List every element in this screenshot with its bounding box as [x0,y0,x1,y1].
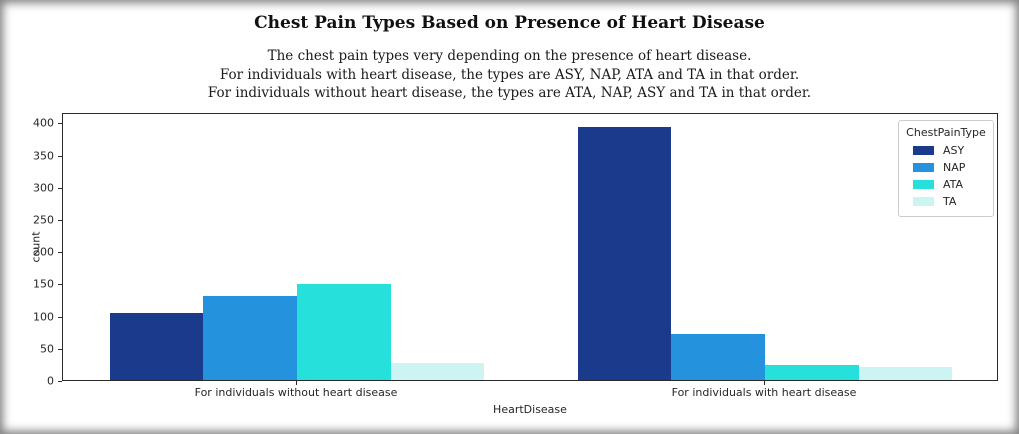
y-tick-label: 150 [33,277,54,291]
plot-area [62,113,998,381]
legend-item-ata: ATA [906,176,986,193]
bar-ta-group1 [858,367,953,380]
legend-title: ChestPainType [906,126,986,139]
y-tick-label: 100 [33,310,54,324]
x-tick-label: For individuals with heart disease [671,386,857,399]
x-tick-label: For individuals without heart disease [194,386,398,399]
y-tick-label: 50 [40,342,54,356]
y-tick-mark [58,155,62,157]
x-tick-mark [764,381,765,385]
y-tick-mark [58,316,62,318]
y-tick-label: 350 [33,149,54,163]
legend-label: ATA [943,178,964,191]
subtitle-line: For individuals without heart disease, t… [207,85,812,101]
bar-ta-group0 [390,363,485,380]
legend-item-ta: TA [906,193,986,210]
legend-swatch-icon [913,146,934,155]
subtitle-line: The chest pain types very depending on t… [267,48,752,64]
y-tick-label: 300 [33,181,54,195]
bar-nap-group0 [203,295,297,380]
legend-item-nap: NAP [906,159,986,176]
bar-asy-group1 [577,127,672,380]
y-tick-label: 0 [47,374,54,388]
legend-item-asy: ASY [906,142,986,159]
y-tick-label: 250 [33,213,54,227]
y-tick-label: 400 [33,116,54,130]
y-axis-label: count [29,231,43,263]
chart-subtitle: The chest pain types very depending on t… [0,47,1019,103]
y-tick-mark [58,381,62,382]
legend-label: TA [943,195,957,208]
legend-swatch-icon [913,163,934,172]
legend-label: NAP [943,161,966,174]
bar-asy-group0 [109,313,204,380]
y-tick-mark [58,187,62,189]
y-tick-mark [58,284,62,286]
y-tick-mark [58,123,62,125]
legend-label: ASY [943,144,965,157]
subtitle-line: For individuals with heart disease, the … [219,66,800,83]
y-tick-mark [58,219,62,221]
y-tick-mark [58,252,62,254]
bar-ata-group1 [765,364,859,380]
bar-ata-group0 [297,284,391,380]
x-tick-mark [296,381,297,385]
bar-nap-group1 [671,333,765,380]
y-tick-label: 200 [33,245,54,259]
x-axis-label: HeartDisease [493,403,567,416]
legend: ChestPainType ASY NAP ATA TA [898,120,994,217]
y-tick-mark [58,348,62,350]
legend-swatch-icon [913,197,934,206]
legend-swatch-icon [913,180,934,189]
chart-title: Chest Pain Types Based on Presence of He… [254,13,765,33]
